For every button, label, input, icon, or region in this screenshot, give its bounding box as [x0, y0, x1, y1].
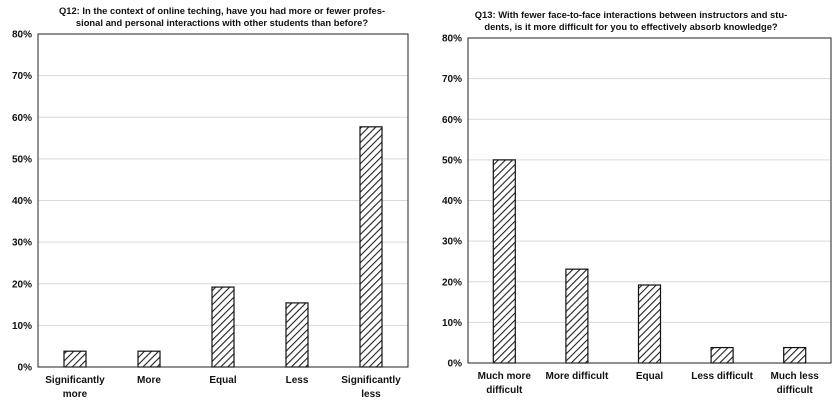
- x-category-label: Much more: [478, 371, 532, 382]
- plot-frame: [37, 33, 409, 368]
- y-tick-label: 20%: [442, 277, 462, 288]
- x-category-label: Significantly: [45, 375, 105, 386]
- chart-2: Q13: With fewer face-to-face interaction…: [442, 9, 832, 396]
- bar: [359, 126, 383, 368]
- x-category-label: less: [361, 389, 381, 400]
- y-tick-label: 80%: [12, 30, 32, 41]
- x-category-label: difficult: [777, 385, 814, 396]
- bar: [565, 268, 589, 364]
- x-category-label: Significantly: [341, 375, 401, 386]
- x-category-label: more: [63, 389, 88, 400]
- bar: [710, 346, 734, 364]
- y-tick-label: 0%: [448, 359, 463, 370]
- chart-title-line: dents, is it more difficult for you to e…: [484, 21, 778, 32]
- y-tick-label: 50%: [12, 154, 32, 165]
- y-tick-label: 10%: [442, 318, 462, 329]
- x-category-label: Less difficult: [691, 371, 753, 382]
- chart-title-line: Q13: With fewer face-to-face interaction…: [475, 9, 787, 20]
- y-tick-label: 70%: [12, 71, 32, 82]
- y-tick-label: 30%: [442, 237, 462, 248]
- y-tick-label: 40%: [12, 196, 32, 207]
- chart-title-line: Q12: In the context of online teching, h…: [59, 5, 385, 16]
- y-tick-label: 0%: [18, 363, 33, 374]
- y-tick-label: 60%: [12, 113, 32, 124]
- y-tick-label: 10%: [12, 321, 32, 332]
- y-tick-label: 30%: [12, 238, 32, 249]
- y-tick-label: 70%: [442, 74, 462, 85]
- x-category-label: difficult: [486, 385, 523, 396]
- x-category-label: Less: [286, 375, 309, 386]
- x-category-label: More difficult: [546, 371, 609, 382]
- bar: [637, 284, 662, 364]
- bar: [63, 350, 87, 368]
- x-category-label: Equal: [636, 371, 663, 382]
- bar: [783, 346, 807, 364]
- chart-title-line: sional and personal interactions with ot…: [76, 17, 368, 28]
- bar: [137, 350, 161, 368]
- x-category-label: More: [137, 375, 161, 386]
- x-category-label: Much less: [771, 371, 820, 382]
- bar: [492, 159, 516, 364]
- y-tick-label: 60%: [442, 115, 462, 126]
- y-tick-label: 40%: [442, 196, 462, 207]
- bar: [285, 302, 309, 368]
- bar: [211, 286, 235, 368]
- plot-frame: [467, 37, 832, 364]
- x-category-label: Equal: [209, 375, 236, 386]
- y-tick-label: 20%: [12, 279, 32, 290]
- y-tick-label: 80%: [442, 34, 462, 45]
- y-tick-label: 50%: [442, 155, 462, 166]
- chart-1: Q12: In the context of online teching, h…: [12, 5, 409, 400]
